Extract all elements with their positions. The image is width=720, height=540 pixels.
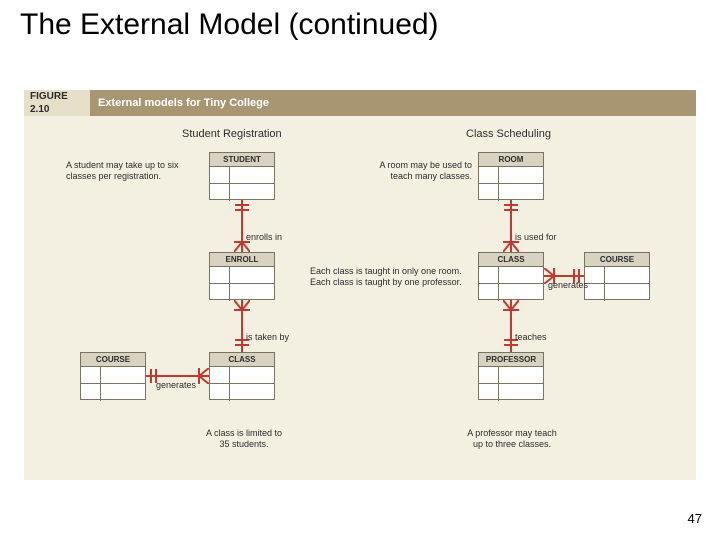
cardinality-one-icon <box>235 202 249 212</box>
entity-room: ROOM <box>478 152 544 200</box>
rel-is-used-for: is used for <box>515 232 557 242</box>
figure-area: FIGURE2.10 External models for Tiny Coll… <box>24 90 696 480</box>
figure-header: FIGURE2.10 External models for Tiny Coll… <box>24 90 696 116</box>
left-column-title: Student Registration <box>182 128 282 140</box>
rel-enrolls-in: enrolls in <box>246 232 282 242</box>
entity-room-name: ROOM <box>479 153 543 167</box>
entity-row <box>479 267 543 284</box>
entity-row <box>210 384 274 401</box>
entity-enroll-name: ENROLL <box>210 253 274 267</box>
entity-course-left-name: COURSE <box>81 353 145 367</box>
entity-student: STUDENT <box>209 152 275 200</box>
entity-divider <box>100 367 101 401</box>
entity-row <box>81 384 145 401</box>
entity-divider <box>604 267 605 301</box>
entity-row <box>210 267 274 284</box>
rel-generates-right: generates <box>548 280 588 290</box>
note-class-limit: A class is limited to35 students. <box>188 428 300 450</box>
entity-class-left-name: CLASS <box>210 353 274 367</box>
slide-container: The External Model (continued) 47 FIGURE… <box>0 0 720 540</box>
diagram-canvas: Student Registration Class Scheduling A … <box>24 116 696 480</box>
entity-class-right: CLASS <box>478 252 544 300</box>
entity-row <box>479 384 543 401</box>
entity-divider <box>229 367 230 401</box>
note-student: A student may take up to sixclasses per … <box>66 160 206 182</box>
entity-course-right-name: COURSE <box>585 253 649 267</box>
note-room: A room may be used toteach many classes. <box>362 160 472 182</box>
rel-teaches: teaches <box>515 332 547 342</box>
entity-divider <box>498 367 499 401</box>
figure-caption: External models for Tiny College <box>98 90 269 116</box>
entity-divider <box>229 167 230 201</box>
entity-divider <box>498 167 499 201</box>
entity-row <box>479 184 543 201</box>
cardinality-one-icon <box>504 202 518 212</box>
slide-title: The External Model (continued) <box>20 8 439 42</box>
entity-row <box>585 267 649 284</box>
entity-professor: PROFESSOR <box>478 352 544 400</box>
entity-row <box>81 367 145 384</box>
cardinality-many-icon <box>197 368 209 384</box>
entity-row <box>210 184 274 201</box>
cardinality-many-icon <box>503 300 519 312</box>
rel-is-taken-by: is taken by <box>246 332 289 342</box>
right-column-title: Class Scheduling <box>466 128 551 140</box>
cardinality-many-icon <box>234 300 250 312</box>
note-middle: Each class is taught in only one room.Ea… <box>310 266 478 288</box>
entity-divider <box>498 267 499 301</box>
figure-number: FIGURE2.10 <box>24 90 90 116</box>
rel-generates-left: generates <box>156 380 196 390</box>
entity-row <box>479 367 543 384</box>
entity-class-right-name: CLASS <box>479 253 543 267</box>
entity-enroll: ENROLL <box>209 252 275 300</box>
entity-course-left: COURSE <box>80 352 146 400</box>
entity-course-right: COURSE <box>584 252 650 300</box>
entity-row <box>210 367 274 384</box>
note-prof: A professor may teachup to three classes… <box>456 428 568 450</box>
page-number: 47 <box>688 511 702 526</box>
entity-row <box>479 167 543 184</box>
entity-row <box>210 167 274 184</box>
entity-class-left: CLASS <box>209 352 275 400</box>
entity-student-name: STUDENT <box>210 153 274 167</box>
entity-divider <box>229 267 230 301</box>
entity-row <box>585 284 649 301</box>
entity-row <box>210 284 274 301</box>
entity-row <box>479 284 543 301</box>
entity-professor-name: PROFESSOR <box>479 353 543 367</box>
